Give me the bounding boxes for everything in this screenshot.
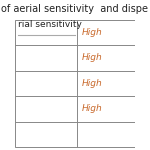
Text: High: High (82, 28, 103, 37)
Text: High: High (82, 104, 103, 113)
Text: High: High (82, 79, 103, 88)
Text: High: High (82, 53, 103, 62)
Text: rial sensitivity: rial sensitivity (18, 20, 82, 29)
Bar (15, 20, 135, 147)
Text: of aerial sensitivity  and dispe: of aerial sensitivity and dispe (2, 4, 148, 15)
